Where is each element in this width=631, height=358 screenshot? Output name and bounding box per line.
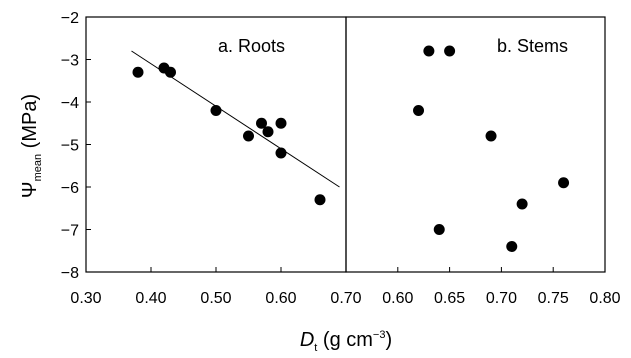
panel-stems: 0.60 0.65 0.70 0.75 0.80: [345, 16, 621, 307]
panel-title-stems: b. Stems: [497, 36, 568, 56]
y-tick-label: −6: [61, 180, 79, 197]
data-point: [243, 130, 254, 142]
data-point: [275, 117, 287, 129]
x-tick-label: 0.60: [382, 290, 413, 307]
data-point: [132, 66, 144, 78]
y-axis-subscript: mean: [32, 154, 44, 182]
data-point: [423, 45, 435, 57]
data-point: [314, 194, 326, 206]
x-tick-label: 0.65: [434, 290, 465, 307]
y-axis-symbol: Ψ: [19, 181, 41, 198]
data-point: [165, 66, 176, 78]
panel-roots: 0.30 0.40 0.50 0.60 0.70 −2 −3 −4 −5 −6 −7 −8: [61, 10, 362, 307]
x-axis-subscript: t: [314, 342, 317, 354]
x-tick-label: 0.60: [265, 290, 296, 307]
y-axis-label: Ψmean (MPa): [19, 94, 44, 198]
data-point: [256, 117, 267, 129]
data-point: [506, 241, 518, 252]
data-point: [433, 224, 445, 235]
y-tick-label: −7: [61, 223, 79, 240]
x-tick-label: 0.70: [330, 290, 361, 307]
x-axis-symbol: D: [300, 329, 314, 351]
x-axis-unit: (g cm: [317, 329, 373, 351]
y-axis-unit: (MPa): [19, 94, 41, 154]
data-point: [444, 45, 456, 57]
plot-frame: [85, 16, 347, 273]
data-point: [275, 147, 287, 159]
plot-frame: [345, 16, 606, 273]
data-point: [516, 198, 528, 210]
data-point: [485, 130, 497, 142]
x-tick-label: 0.50: [200, 290, 231, 307]
x-axis-label: Dt (g cm−3): [300, 329, 392, 354]
y-tick-label: −3: [61, 53, 79, 70]
x-axis-close: ): [385, 329, 392, 351]
data-point: [262, 126, 274, 138]
y-tick-label: −8: [61, 265, 79, 282]
x-tick-label: 0.70: [486, 290, 517, 307]
y-tick-label: −4: [61, 95, 79, 112]
x-tick-label: 0.80: [589, 290, 620, 307]
x-tick-label: 0.40: [135, 290, 166, 307]
x-tick-label: 0.75: [538, 290, 569, 307]
x-axis-superscript: −3: [373, 329, 386, 341]
data-point: [558, 177, 570, 189]
data-point: [210, 105, 222, 116]
panel-title-roots: a. Roots: [218, 36, 285, 56]
y-tick-label: −2: [61, 10, 79, 27]
y-tick-label: −5: [61, 138, 79, 155]
data-point: [413, 105, 425, 116]
x-tick-label: 0.30: [70, 290, 101, 307]
